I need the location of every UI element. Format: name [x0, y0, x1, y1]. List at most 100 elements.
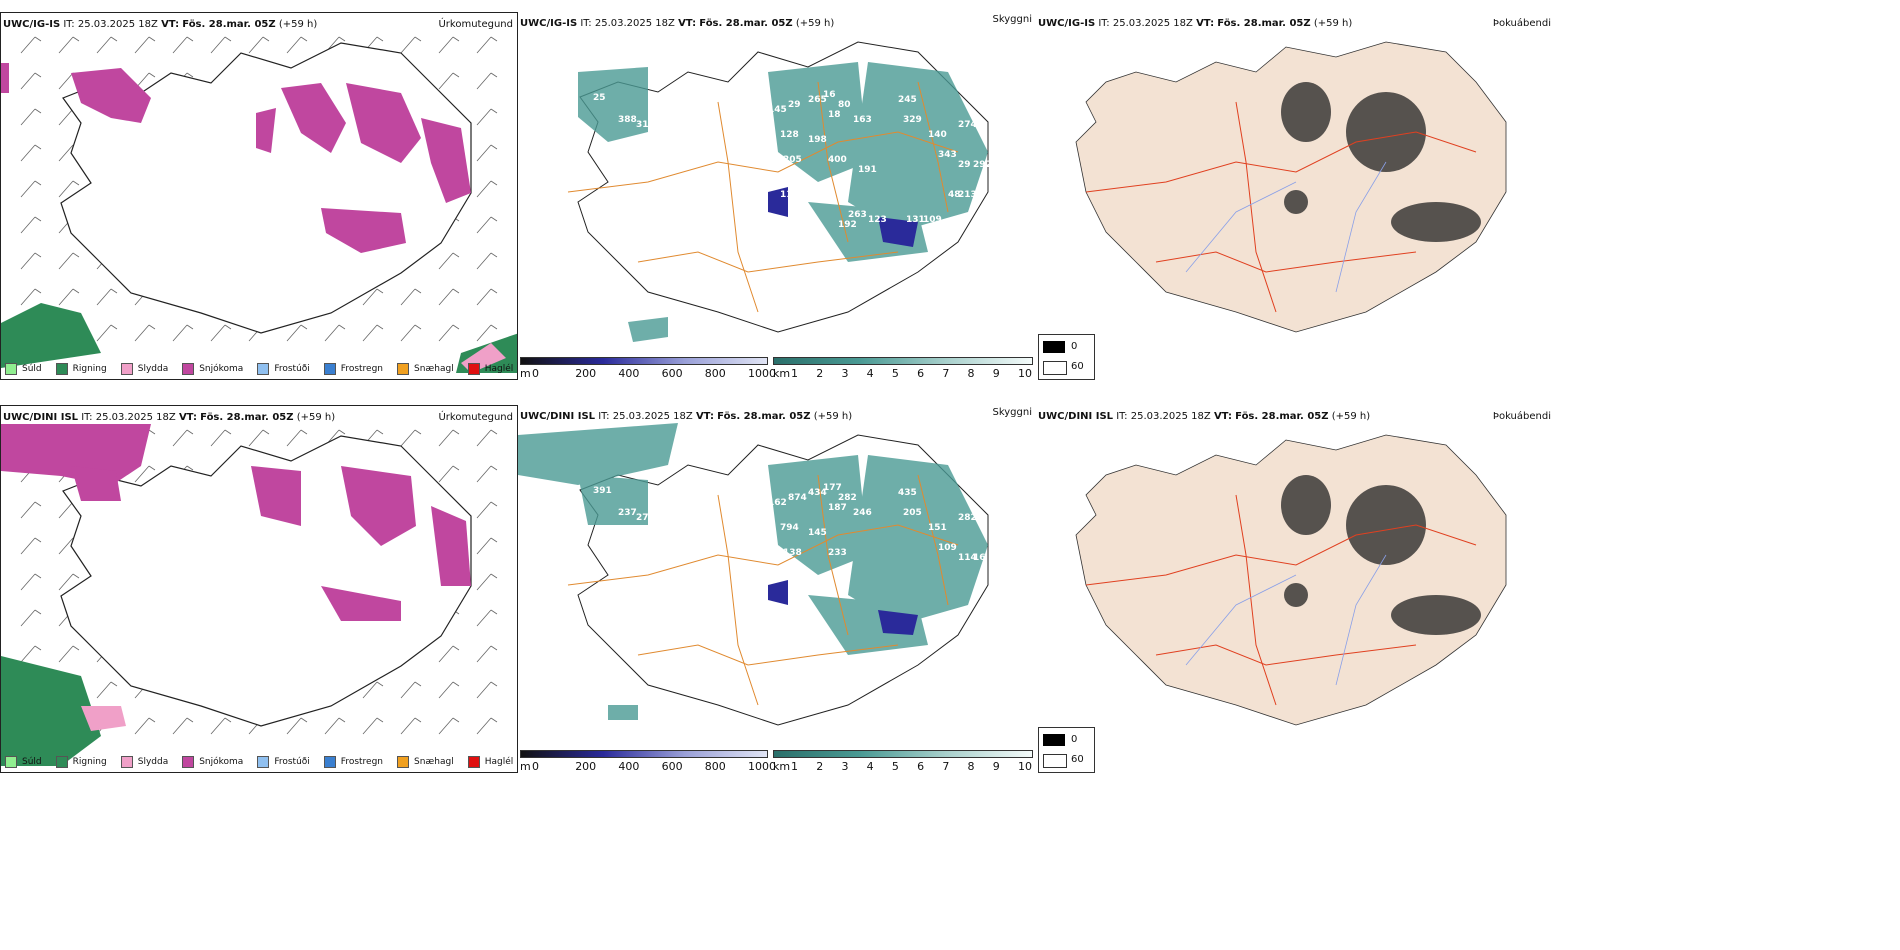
- wind-barb: [476, 537, 498, 555]
- wind-barb: [438, 72, 460, 90]
- wind-barb: [286, 429, 308, 447]
- wind-barb: [172, 324, 194, 342]
- precip-value-label: 138: [783, 548, 802, 558]
- cloud-panel-bottom: UWC/DINI ISL IT: 25.03.2025 18Z VT: Fös.…: [518, 405, 1036, 773]
- precip-value-label: 435: [898, 488, 917, 498]
- wind-barb: [96, 324, 118, 342]
- legend-item: Slydda: [120, 363, 168, 375]
- legend-item: Snæhagl: [397, 363, 454, 375]
- scale-tick: 2: [816, 367, 824, 380]
- wind-barb: [58, 180, 80, 198]
- wind-barb: [438, 465, 460, 483]
- wind-barb: [476, 573, 498, 591]
- legend-item: Rigning: [55, 756, 107, 768]
- wind-barb: [286, 324, 308, 342]
- iceland-precip-map: [1, 36, 517, 373]
- legend-swatch: [257, 363, 270, 375]
- precip-value-label: 145: [808, 528, 827, 538]
- legend-item: Haglél: [467, 756, 513, 768]
- cloud-areas: [518, 423, 988, 720]
- fog-rivers: [1185, 161, 1387, 293]
- wind-barb: [362, 288, 384, 306]
- precip-value-label: 343: [938, 150, 957, 160]
- precip-value-label: 140: [928, 130, 947, 140]
- legend-label: Frostúði: [274, 757, 310, 767]
- wind-barb: [20, 216, 42, 234]
- precip-value-label: 151: [928, 523, 947, 533]
- wind-barb: [438, 252, 460, 270]
- precip-value-label: 80: [838, 100, 851, 110]
- wind-barb: [400, 717, 422, 735]
- cloud-panel-top: UWC/IG-IS IT: 25.03.2025 18Z VT: Fös. 28…: [518, 12, 1036, 380]
- wind-barb: [476, 72, 498, 90]
- scale-tick: 200: [575, 760, 597, 773]
- scale-tick: 200: [575, 367, 597, 380]
- legend-swatch: [323, 756, 336, 768]
- precip-value-label: 114: [958, 553, 977, 563]
- legend-swatch: [5, 756, 17, 768]
- legend-swatch: [120, 363, 133, 375]
- legend-swatch: [397, 363, 410, 375]
- precip-value-label: 391: [593, 486, 612, 496]
- wind-barb: [286, 36, 308, 54]
- wind-barb: [134, 36, 156, 54]
- precip-value-label: 42: [836, 180, 849, 190]
- scale-tick: 4: [866, 367, 874, 380]
- road-network: [567, 81, 959, 313]
- legend-swatch: [5, 363, 17, 375]
- legend-swatch: [467, 756, 480, 768]
- legend-item: Haglél: [467, 363, 513, 375]
- panel-title: Úrkomutegund: [438, 19, 513, 30]
- wind-barb: [20, 36, 42, 54]
- scale-tick: 7: [942, 760, 950, 773]
- scale-tick: 3: [841, 367, 849, 380]
- scale-tick: 2: [816, 760, 824, 773]
- scale-tick: 7: [942, 367, 950, 380]
- panel-title: Úrkomutegund: [438, 412, 513, 423]
- legend-swatch: [182, 756, 195, 768]
- scale-tick: 600: [661, 367, 683, 380]
- wind-barb: [172, 717, 194, 735]
- wind-barb: [20, 573, 42, 591]
- wind-barb: [476, 645, 498, 663]
- scale-tick: 10: [1018, 367, 1032, 380]
- panel-title: Þokuábendi: [1492, 18, 1551, 29]
- precip-value-label: 27: [636, 513, 649, 523]
- precip-value-label: 192: [838, 220, 857, 230]
- wind-barb: [20, 288, 42, 306]
- wind-barb: [172, 429, 194, 447]
- precip-value-label: 25: [593, 93, 606, 103]
- legend-label: Snæhagl: [414, 364, 454, 374]
- panel-title: Skyggni: [992, 14, 1032, 25]
- wind-barb: [96, 681, 118, 699]
- wind-barb: [400, 288, 422, 306]
- wind-barb: [96, 288, 118, 306]
- precip-value-label: 282: [838, 493, 857, 503]
- wind-barb: [438, 681, 460, 699]
- wind-barb: [476, 252, 498, 270]
- precip-value-label: 131: [906, 215, 925, 225]
- wind-barb: [476, 609, 498, 627]
- fog-dark-areas: [1281, 475, 1481, 635]
- scale-tick: 9: [992, 760, 1000, 773]
- legend-item: Súld: [5, 756, 42, 768]
- precip-value-label: 115: [780, 190, 799, 200]
- wind-barb: [438, 288, 460, 306]
- wind-barb: [476, 216, 498, 234]
- wind-barb: [476, 144, 498, 162]
- precip-value-label: 163: [853, 115, 872, 125]
- precip-value-label: 282: [958, 513, 977, 523]
- legend-label: Rigning: [72, 364, 107, 374]
- precip-value-label: 16: [973, 553, 986, 563]
- wind-barb: [210, 36, 232, 54]
- wind-barb: [20, 252, 42, 270]
- wind-barb: [476, 681, 498, 699]
- wind-barb: [58, 573, 80, 591]
- wind-barb: [476, 108, 498, 126]
- legend-item: Súld: [5, 363, 42, 375]
- fog-legend: 0 60: [1038, 727, 1095, 773]
- precip-value-label: 400: [828, 155, 847, 165]
- scale-tick: 800: [704, 760, 726, 773]
